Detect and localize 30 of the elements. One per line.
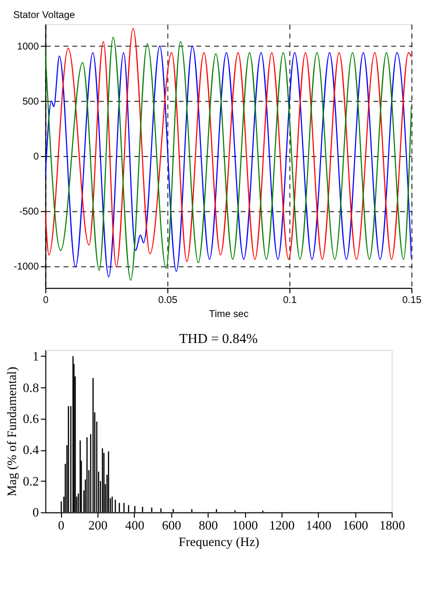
- x-tick-label: 1200: [269, 518, 295, 532]
- x-tick-label: 0: [58, 518, 64, 532]
- y-tick-label: -500: [19, 206, 40, 218]
- x-tick-label: 1000: [232, 518, 258, 532]
- x-axis-title: Time sec: [209, 308, 249, 320]
- chart-title: Stator Voltage: [13, 10, 76, 22]
- y-tick-label: 1: [32, 350, 39, 364]
- x-tick-label: 600: [162, 518, 182, 532]
- y-tick-label: 0.6: [22, 412, 40, 426]
- x-tick-label: 0: [43, 295, 50, 306]
- y-tick-label: 0.4: [22, 443, 40, 458]
- x-tick-label: 1600: [342, 518, 368, 532]
- x-tick-label: 0.1: [282, 295, 297, 306]
- y-tick-label: 0.2: [22, 474, 39, 488]
- x-tick-label: 1400: [306, 518, 332, 532]
- x-tick-label: 0.05: [158, 295, 178, 306]
- y-tick-label: 0.8: [22, 380, 39, 395]
- y-tick-label: 0: [32, 506, 39, 520]
- y-tick-label: 500: [22, 96, 40, 108]
- x-tick-label: 200: [88, 518, 108, 532]
- x-tick-label: 800: [198, 518, 218, 532]
- y-tick-label: 1000: [17, 42, 40, 53]
- y-tick-label: -1000: [14, 261, 40, 272]
- chart-title: THD = 0.84%: [179, 330, 258, 346]
- y-axis-title: Mag (% of Fundamental): [4, 366, 19, 496]
- y-tick-label: 0: [33, 151, 40, 162]
- x-tick-label: 0.15: [402, 295, 422, 306]
- x-axis-title: Frequency (Hz): [178, 535, 260, 550]
- x-tick-label: 400: [125, 518, 144, 532]
- x-tick-label: 1800: [379, 518, 405, 532]
